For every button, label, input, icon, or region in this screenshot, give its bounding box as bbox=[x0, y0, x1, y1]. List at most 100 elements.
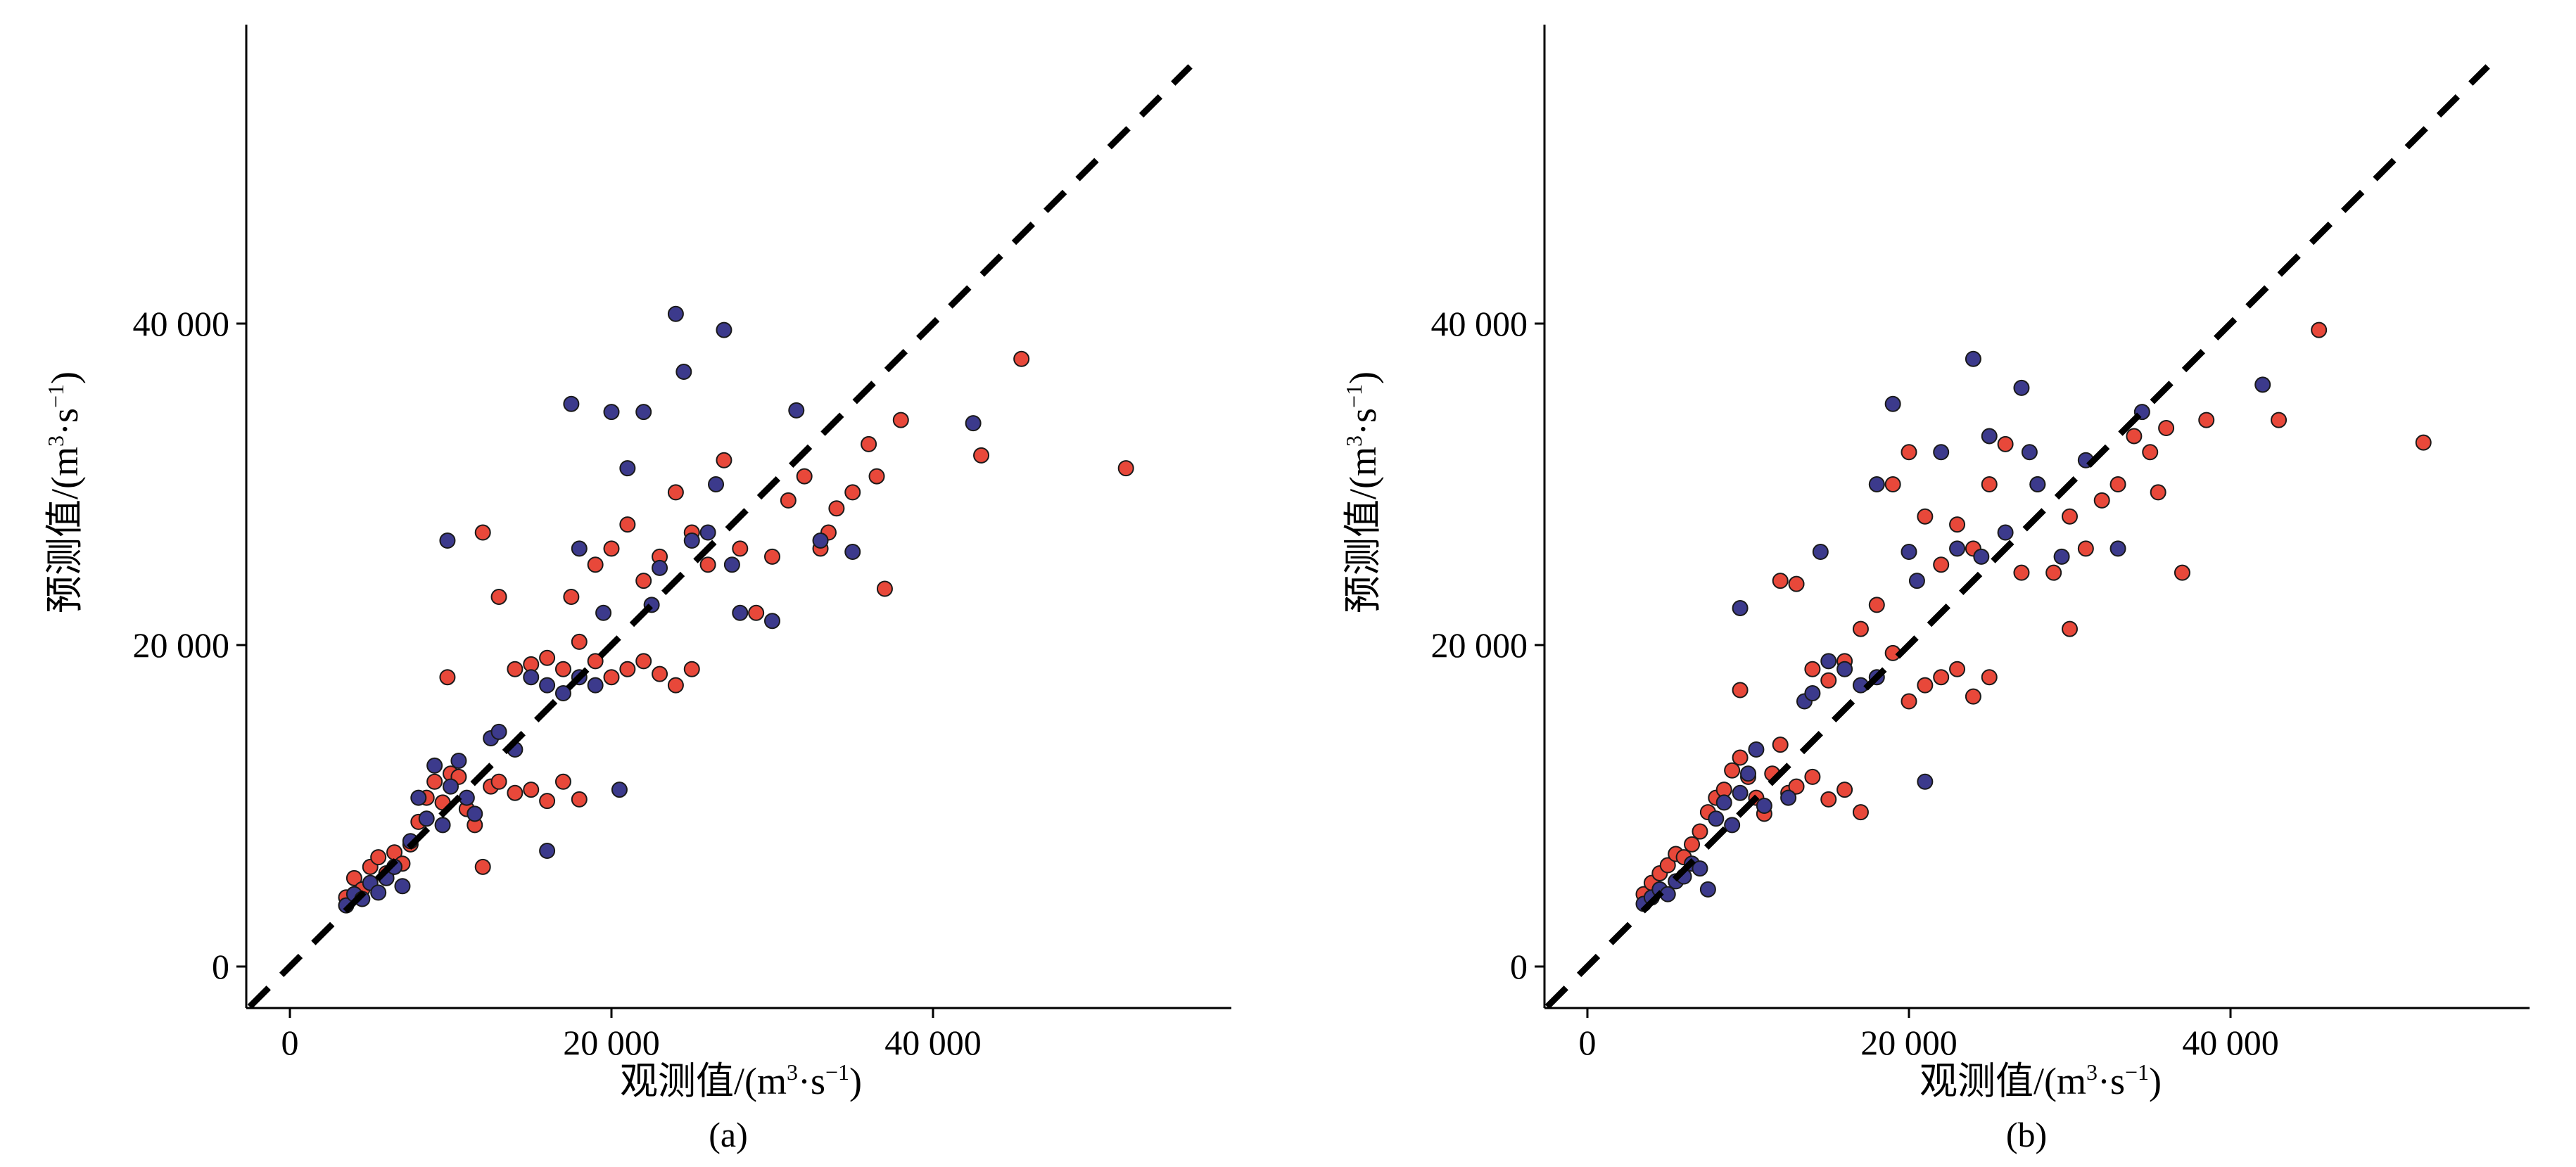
y-tick-label: 40 000 bbox=[133, 304, 230, 343]
data-point-blue bbox=[1901, 543, 1917, 560]
data-point-blue bbox=[2254, 376, 2271, 393]
data-point-blue bbox=[1949, 540, 1966, 557]
data-point-red bbox=[2271, 412, 2288, 428]
data-point-red bbox=[1884, 476, 1901, 492]
data-point-red bbox=[1901, 693, 1917, 710]
data-point-blue bbox=[2021, 444, 2038, 461]
data-point-red bbox=[2311, 321, 2328, 338]
data-point-red bbox=[732, 540, 749, 557]
x-tick-label: 0 bbox=[1579, 1023, 1597, 1062]
data-point-red bbox=[474, 858, 491, 875]
data-point-blue bbox=[1708, 810, 1725, 827]
data-point-red bbox=[474, 524, 491, 541]
data-point-blue bbox=[563, 395, 580, 412]
data-point-red bbox=[1804, 768, 1821, 785]
data-point-blue bbox=[539, 677, 556, 694]
data-point-blue bbox=[1973, 548, 1990, 565]
axis-label-part: 观测值/(m bbox=[1920, 1060, 2086, 1102]
data-point-red bbox=[1117, 460, 1134, 477]
data-point-red bbox=[1868, 597, 1885, 613]
series-blue bbox=[338, 305, 982, 914]
data-point-blue bbox=[683, 532, 700, 549]
data-point-blue bbox=[418, 810, 435, 827]
data-point-blue bbox=[1820, 653, 1837, 670]
data-point-blue bbox=[1732, 599, 1749, 616]
panel-label: (a) bbox=[709, 1115, 748, 1154]
x-axis-label: 观测值/(m3·s−1) bbox=[620, 1059, 862, 1102]
reference-line bbox=[247, 64, 1193, 1009]
data-point-red bbox=[1981, 669, 1998, 686]
x-tick-label: 20 000 bbox=[563, 1023, 660, 1062]
data-point-blue bbox=[1715, 794, 1732, 811]
data-point-blue bbox=[635, 404, 652, 421]
data-point-red bbox=[490, 588, 507, 605]
axis-label-part: ·s bbox=[2098, 1060, 2125, 1102]
data-point-blue bbox=[1748, 741, 1765, 758]
data-point-red bbox=[1788, 778, 1805, 795]
data-point-blue bbox=[1965, 350, 1981, 367]
data-point-red bbox=[667, 484, 684, 501]
data-point-blue bbox=[1724, 817, 1741, 834]
data-point-red bbox=[635, 653, 652, 670]
axis-label-part: ·s bbox=[1342, 408, 1384, 435]
data-point-red bbox=[1949, 516, 1966, 533]
data-point-blue bbox=[554, 685, 571, 702]
axis-label-part: ·s bbox=[798, 1060, 825, 1102]
data-point-red bbox=[1981, 476, 1998, 492]
data-point-blue bbox=[410, 789, 427, 806]
data-point-red bbox=[1804, 661, 1821, 677]
data-point-red bbox=[554, 773, 571, 790]
data-point-red bbox=[1933, 556, 1950, 573]
data-point-blue bbox=[965, 415, 982, 432]
data-point-blue bbox=[764, 613, 780, 630]
data-point-red bbox=[876, 580, 893, 597]
data-point-blue bbox=[1997, 524, 2014, 541]
data-point-blue bbox=[394, 878, 411, 895]
data-point-red bbox=[523, 782, 540, 798]
data-point-blue bbox=[1917, 773, 1934, 790]
data-point-blue bbox=[603, 404, 620, 421]
series-blue bbox=[1635, 350, 2271, 912]
x-tick-label: 0 bbox=[281, 1023, 299, 1062]
data-point-red bbox=[1917, 508, 1934, 525]
x-axis-label: 观测值/(m3·s−1) bbox=[1920, 1059, 2162, 1102]
data-point-red bbox=[1772, 573, 1789, 589]
data-point-blue bbox=[812, 532, 829, 549]
data-point-red bbox=[1732, 682, 1749, 699]
data-point-red bbox=[2109, 476, 2126, 492]
data-point-blue bbox=[1756, 798, 1772, 814]
axis-label-part: −1 bbox=[2125, 1059, 2149, 1085]
data-point-red bbox=[571, 633, 588, 650]
data-point-red bbox=[764, 548, 780, 565]
data-point-blue bbox=[450, 753, 467, 770]
data-point-blue bbox=[1836, 661, 1853, 677]
data-point-red bbox=[1836, 782, 1853, 798]
data-point-red bbox=[1901, 444, 1917, 461]
data-point-red bbox=[2415, 434, 2432, 451]
data-point-red bbox=[439, 669, 456, 686]
axis-label-part: ·s bbox=[44, 408, 86, 435]
data-point-red bbox=[603, 540, 620, 557]
data-point-red bbox=[844, 484, 861, 501]
data-point-blue bbox=[611, 782, 628, 798]
data-point-red bbox=[796, 468, 813, 485]
data-point-blue bbox=[732, 604, 749, 621]
data-point-red bbox=[861, 435, 877, 452]
data-point-blue bbox=[458, 789, 475, 806]
y-tick-label: 20 000 bbox=[1431, 625, 1528, 665]
data-point-red bbox=[892, 412, 909, 428]
data-point-red bbox=[1820, 791, 1837, 808]
data-point-red bbox=[635, 573, 652, 589]
data-point-red bbox=[2174, 564, 2190, 581]
y-axis-label: 预测值/(m3·s−1) bbox=[1341, 371, 1384, 613]
axis-label-part: ) bbox=[44, 371, 86, 384]
data-point-red bbox=[1997, 435, 2014, 452]
axis-label-part: ) bbox=[1342, 371, 1384, 384]
data-point-blue bbox=[443, 778, 459, 795]
data-point-blue bbox=[2053, 548, 2070, 565]
data-point-red bbox=[1732, 749, 1749, 766]
series-red bbox=[1635, 321, 2432, 903]
